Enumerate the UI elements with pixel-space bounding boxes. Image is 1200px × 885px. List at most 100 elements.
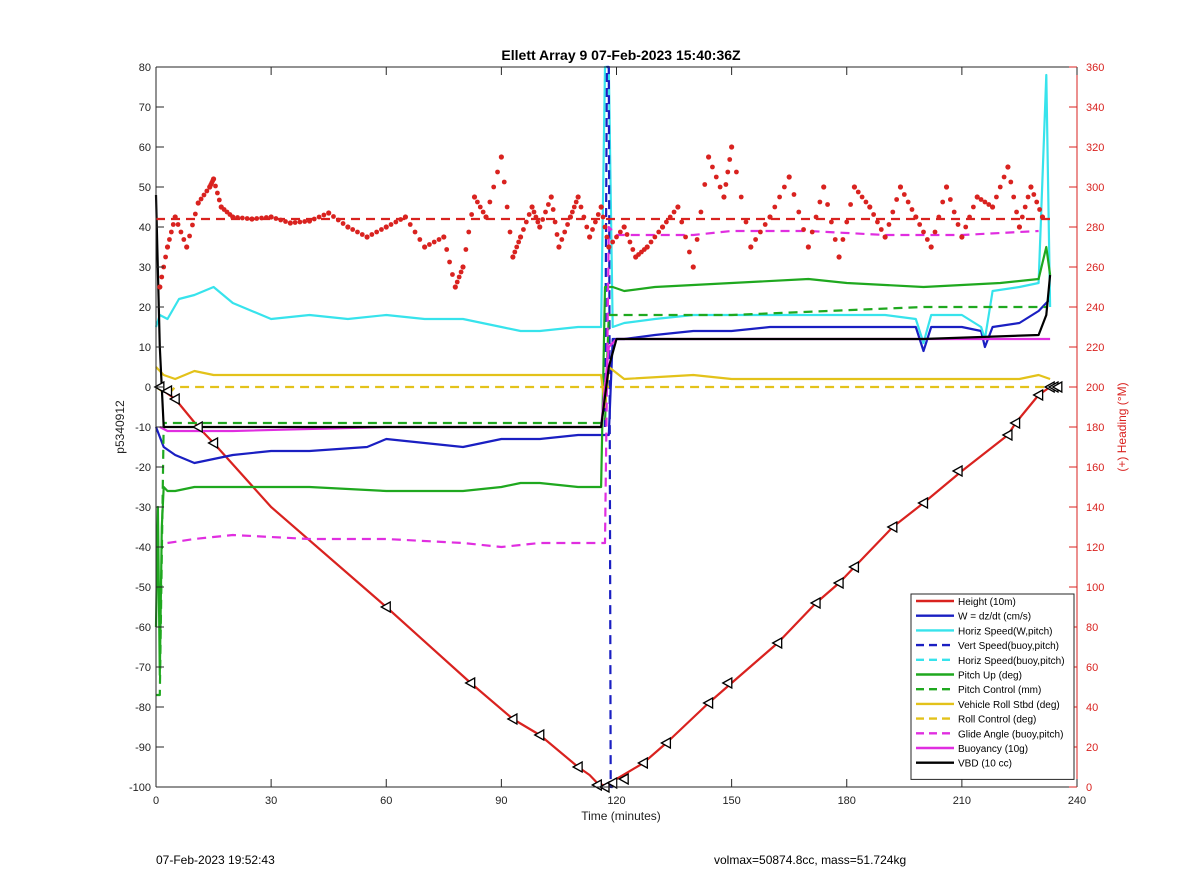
heading-point [694,237,700,242]
heading-point [526,212,532,217]
legend-label: Horiz Speed(W,pitch) [958,626,1052,637]
y2-tick-label: 100 [1086,582,1104,594]
series-layer [153,65,1063,794]
heading-point [458,269,464,275]
heading-point [587,234,593,240]
heading-point [393,219,399,225]
heading-point [316,214,322,220]
heading-point [504,204,510,210]
y-tick-label: -80 [135,702,151,714]
heading-point [302,219,308,224]
heading-point [573,199,579,205]
heading-point [1014,209,1019,215]
heading-point [598,204,604,210]
heading-point [239,215,245,221]
heading-point [321,212,327,218]
heading-point [254,216,260,221]
heading-point [422,244,428,250]
heading-point [890,209,896,215]
heading-point [170,222,176,227]
heading-point [210,176,217,182]
heading-point [997,184,1003,190]
y2-tick-label: 300 [1086,182,1104,194]
y-tick-label: 10 [139,342,151,354]
heading-point [460,264,466,270]
heading-point [517,234,524,240]
heading-point [659,224,666,230]
heading-point [687,249,692,255]
x-tick-label: 0 [153,795,159,807]
heading-point [195,200,201,206]
heading-point [447,259,452,265]
footer-info: volmax=50874.8cc, mass=51.724kg [714,853,907,867]
heading-point [297,219,303,225]
heading-point [963,224,969,230]
y-tick-label: -20 [135,462,151,474]
heading-point [216,197,222,203]
heading-point [644,244,650,250]
height-marker [771,636,783,650]
heading-point [510,254,516,260]
legend-label: W = dz/dt (cm/s) [958,612,1031,623]
heading-point [909,207,915,212]
x-tick-label: 150 [722,795,740,807]
heading-point [1034,199,1040,205]
heading-point [875,219,880,225]
heading-point [994,194,999,200]
heading-point [331,214,336,219]
height-marker [533,728,545,742]
y2-tick-label: 180 [1086,422,1104,434]
heading-point [781,184,787,190]
heading-point [791,192,797,197]
heading-point [871,212,877,217]
heading-point [652,234,658,240]
heading-point [181,237,187,242]
heading-point [729,144,735,150]
heading-point [1001,174,1007,180]
heading-point [723,182,729,187]
heading-point [713,174,719,180]
y2-tick-label: 280 [1086,222,1104,234]
heading-point [187,233,192,239]
y2-tick-label: 320 [1086,142,1104,154]
heading-point [690,264,696,270]
heading-point [743,219,749,225]
heading-point [1011,194,1017,200]
heading-point [786,174,792,180]
y2-tick-label: 240 [1086,302,1104,314]
heading-point [1028,184,1034,190]
heading-point [487,199,493,205]
heading-point [444,247,450,252]
heading-point [427,242,432,247]
y-tick-label: -60 [135,622,151,634]
heading-point [175,222,181,227]
heading-point [595,212,601,217]
heading-point [531,209,537,215]
legend-label: Pitch Up (deg) [958,671,1022,682]
heading-point [706,154,712,160]
y-tick-label: -90 [135,742,151,754]
heading-point [168,229,174,235]
heading-point [801,227,806,232]
x-tick-label: 60 [380,795,392,807]
heading-point [283,219,288,224]
heading-point [480,209,486,215]
heading-point [523,219,529,225]
y2-tick-label: 220 [1086,342,1104,354]
heading-point [569,209,575,215]
height-marker [617,772,629,786]
y2-tick-label: 160 [1086,462,1104,474]
series-horiz-speed-w-pitch [154,65,1052,345]
height-marker [161,384,173,398]
heading-point [562,229,568,235]
heading-point [848,202,853,207]
heading-point [521,227,526,232]
legend-label: Vehicle Roll Stbd (deg) [958,700,1060,711]
heading-point [675,204,681,210]
heading-point [738,194,744,200]
heading-point [417,237,423,242]
legend-label: Buoyancy (10g) [958,744,1028,755]
legend-label: Pitch Control (mm) [958,685,1041,696]
heading-point [882,234,888,240]
y-axis-label: p5340912 [113,400,127,454]
